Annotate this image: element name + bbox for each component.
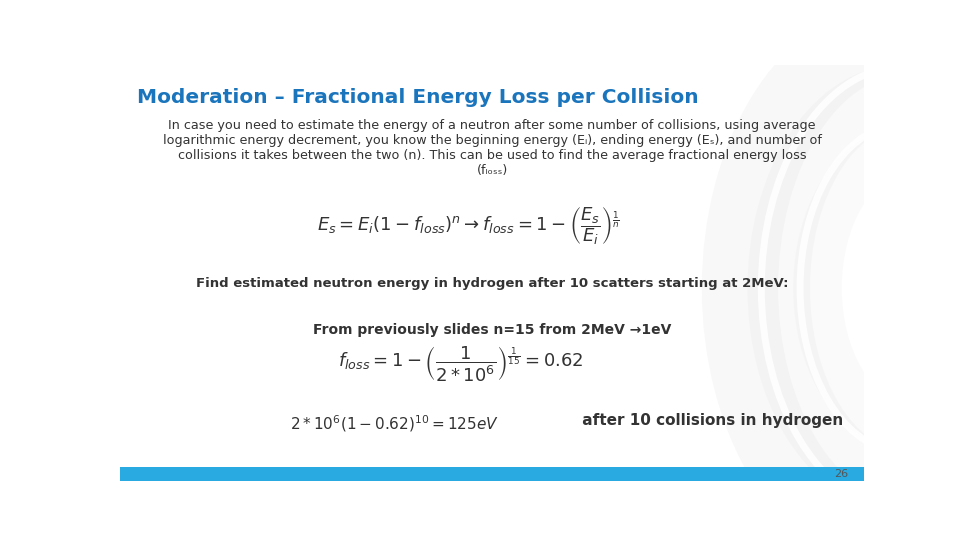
Text: $f_{loss} = 1 - \left(\dfrac{1}{2 * 10^6}\right)^{\frac{1}{15}} = 0.62$: $f_{loss} = 1 - \left(\dfrac{1}{2 * 10^6… — [338, 343, 584, 382]
Text: after 10 collisions in hydrogen: after 10 collisions in hydrogen — [577, 413, 844, 428]
Text: (fₗₒₛₛ): (fₗₒₛₛ) — [476, 164, 508, 177]
Text: 26: 26 — [834, 469, 849, 478]
Text: In case you need to estimate the energy of a neutron after some number of collis: In case you need to estimate the energy … — [168, 119, 816, 132]
Text: logarithmic energy decrement, you know the beginning energy (Eᵢ), ending energy : logarithmic energy decrement, you know t… — [162, 134, 822, 147]
Text: collisions it takes between the two (n). This can be used to find the average fr: collisions it takes between the two (n).… — [178, 148, 806, 162]
Text: Moderation – Fractional Energy Loss per Collision: Moderation – Fractional Energy Loss per … — [137, 88, 699, 107]
Text: Find estimated neutron energy in hydrogen after 10 scatters starting at 2MeV:: Find estimated neutron energy in hydroge… — [196, 276, 788, 289]
Bar — [120, 467, 864, 481]
Text: $2 * 10^6(1 - 0.62)^{10} = 125eV$: $2 * 10^6(1 - 0.62)^{10} = 125eV$ — [291, 413, 499, 434]
Text: $E_s = E_i(1 - f_{loss})^n \rightarrow f_{loss} = 1 - \left(\dfrac{E_s}{E_i}\rig: $E_s = E_i(1 - f_{loss})^n \rightarrow f… — [318, 206, 620, 247]
Text: From previously slides n=15 from 2MeV →1eV: From previously slides n=15 from 2MeV →1… — [313, 323, 671, 337]
